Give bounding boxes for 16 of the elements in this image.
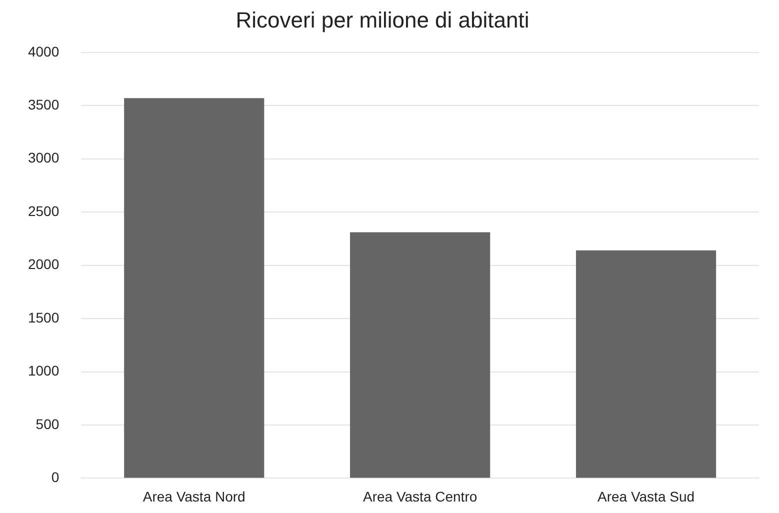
- bar: [350, 232, 490, 478]
- y-tick-label: 0: [51, 469, 60, 486]
- bar: [124, 98, 264, 478]
- x-tick-label: Area Vasta Nord: [142, 488, 246, 504]
- y-tick-label: 2000: [28, 256, 60, 272]
- y-tick-label: 500: [36, 416, 60, 432]
- x-tick-label: Area Vasta Centro: [363, 488, 478, 504]
- y-tick-label: 1000: [28, 362, 60, 379]
- chart-title: Ricoveri per milione di abitanti: [236, 7, 530, 32]
- y-tick-label: 3000: [28, 150, 60, 166]
- y-tick-label: 4000: [28, 43, 60, 60]
- bar: [576, 250, 716, 478]
- y-tick-label: 2500: [28, 202, 60, 219]
- x-tick-label: Area Vasta Sud: [598, 488, 695, 504]
- y-tick-label: 3500: [28, 96, 60, 112]
- y-tick-label: 1500: [28, 309, 60, 326]
